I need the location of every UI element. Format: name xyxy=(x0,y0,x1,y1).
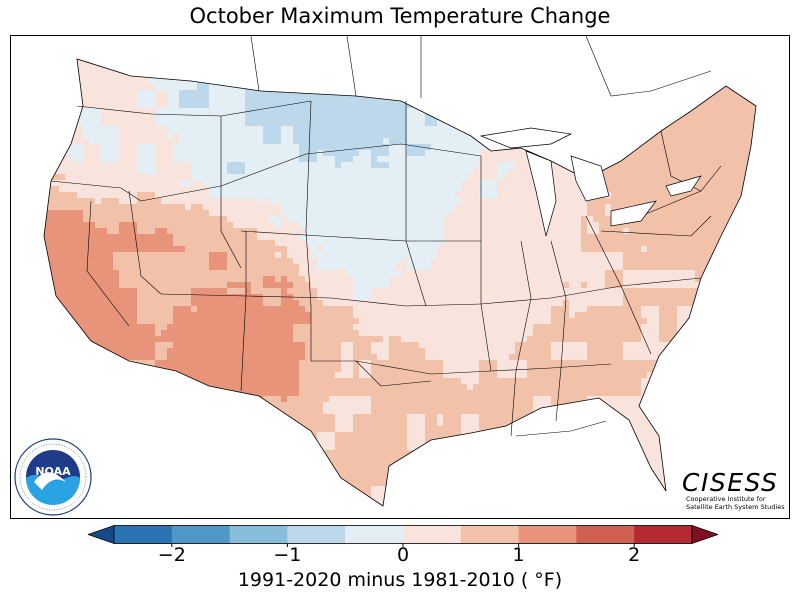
colorbar-bin xyxy=(576,525,635,544)
temperature-field xyxy=(44,59,756,506)
map-title: October Maximum Temperature Change xyxy=(189,4,611,28)
colorbar-label: 1991-2020 minus 1981-2010 ( °F) xyxy=(237,569,563,591)
map-panel xyxy=(10,35,790,519)
noaa-wordmark: NOAA xyxy=(35,465,71,478)
colorbar-bin xyxy=(229,525,288,544)
cisess-subtitle-2: Satellite Earth System Studies xyxy=(686,502,785,511)
colorbar-tick-label: 2 xyxy=(628,544,641,566)
canada-borders xyxy=(250,36,712,98)
colorbar-tick-label: −1 xyxy=(273,544,302,566)
colorbar-bin xyxy=(171,525,231,544)
noaa-logo: NOAA xyxy=(14,438,92,516)
great-lakes xyxy=(479,127,702,237)
cisess-wordmark: CISESS xyxy=(682,468,779,497)
colorbar-extend-high xyxy=(691,524,718,545)
colorbar-bin xyxy=(518,525,577,544)
cisess-logo: CISESS Cooperative Institute for Satelli… xyxy=(682,470,785,511)
colorbar-tick-label: 0 xyxy=(396,544,410,566)
temperature-change-map xyxy=(43,36,757,507)
colorbar-bin xyxy=(403,525,462,544)
state-borders xyxy=(50,100,722,437)
colorbar-bin xyxy=(114,525,173,544)
colorbar-bin xyxy=(345,525,404,544)
colorbar-tick-label: −2 xyxy=(157,544,186,566)
colorbar xyxy=(88,524,718,547)
colorbar-extend-low xyxy=(88,524,115,545)
cisess-subtitle: Cooperative Institute for xyxy=(686,495,766,503)
colorbar-bin xyxy=(287,525,346,544)
colorbar-tick-label: 1 xyxy=(512,544,525,566)
colorbar-bin xyxy=(460,525,520,544)
colorbar-bin xyxy=(634,525,693,544)
